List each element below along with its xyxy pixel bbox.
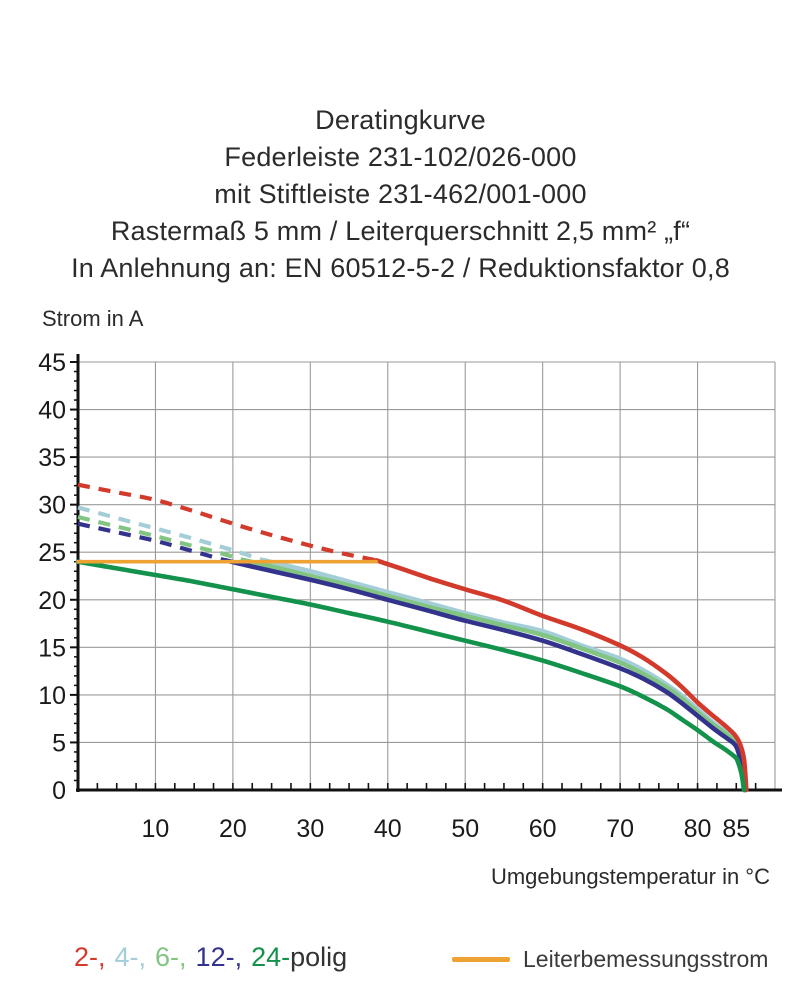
curve-dashed-12-polig [77,521,226,563]
legend-poles: 2-, 4-, 6-, 12-, 24-polig [74,942,347,973]
chart-title-line-1: Deratingkurve [315,105,486,135]
x-axis-label: Umgebungstemperatur in °C [490,864,770,889]
y-axis-label: Strom in A [42,306,144,331]
y-tick-label: 45 [38,349,66,377]
x-tick-label: 85 [722,815,750,843]
y-tick-label: 0 [52,777,66,805]
legend-poles-suffix: polig [290,942,348,972]
x-tick-label: 80 [684,815,712,843]
x-tick-label: 60 [529,815,557,843]
chart-title-line-2: Federleiste 231-102/026-000 [224,142,577,172]
y-tick-label: 15 [38,634,66,662]
curve-dashed-6-polig [77,514,246,563]
legend-pole-item: 24- [251,942,291,972]
chart-title-block: Deratingkurve Federleiste 231-102/026-00… [0,102,801,287]
x-tick-label: 10 [142,815,170,843]
rated-current-line-swatch [452,957,510,962]
curve-solid-2-polig [373,558,749,793]
legend-pole-item: 12-, [195,942,243,972]
derating-chart: 10 20 30 40 50 60 70 80 85 0 5 10 15 20 25 30 35 40 45 [38,349,782,843]
y-tick-label: 20 [38,587,66,615]
y-tick-label: 35 [38,444,66,472]
y-tick-label: 25 [38,539,66,567]
x-tick-label: 40 [374,815,402,843]
chart-area: 10 20 30 40 50 60 70 80 85 0 5 10 15 20 25 30 35 40 45 [0,340,801,870]
curve-solid-6-polig [242,558,748,793]
x-tick-label: 30 [296,815,324,843]
x-tick-label: 20 [219,815,247,843]
curve-solid-12-polig [222,558,748,793]
x-tick-label: 50 [451,815,479,843]
y-tick-label: 10 [38,682,66,710]
chart-title-line-4: Rastermaß 5 mm / Leiterquerschnitt 2,5 m… [110,216,691,246]
legend-pole-item: 2-, [74,942,106,972]
curve-solid-4-polig [261,558,748,793]
curve-dashed-2-polig [77,482,377,563]
y-tick-label: 40 [38,397,66,425]
legend-pole-item: 4-, [114,942,147,972]
y-tick-label: 5 [52,729,66,757]
chart-title-line-3: mit Stiftleiste 231-462/001-000 [214,179,587,209]
curve-solid-24-polig [75,559,747,793]
x-tick-label: 70 [606,815,634,843]
legend-rated-current: Leiterbemessungsstrom [452,946,768,973]
rated-current-label: Leiterbemessungsstrom [523,946,769,972]
chart-title-line-5: In Anlehnung an: EN 60512-5-2 / Reduktio… [71,253,730,283]
y-tick-label: 30 [38,492,66,520]
legend-pole-item: 6-, [155,942,187,972]
